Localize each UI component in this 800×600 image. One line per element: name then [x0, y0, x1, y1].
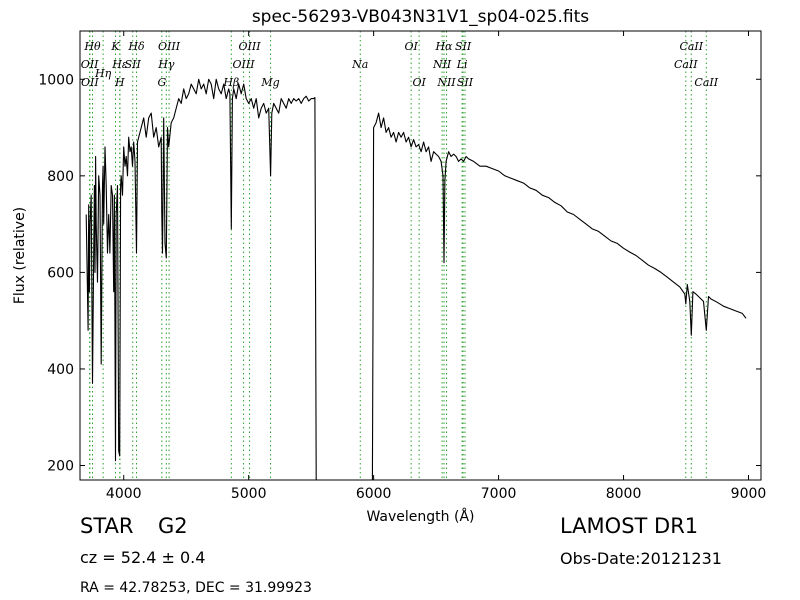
- spectral-line-label: Hβ: [222, 76, 239, 89]
- spectral-line-label: OIII: [239, 40, 262, 53]
- spectral-line-label: Hδ: [127, 40, 145, 53]
- spectral-line-label: NII: [436, 76, 456, 89]
- x-axis-label: Wavelength (Å): [366, 508, 474, 525]
- y-axis-label: Flux (relative): [12, 207, 28, 304]
- spectral-line-label: Hγ: [157, 58, 175, 71]
- subclass: G2: [158, 514, 188, 538]
- y-tick-label: 400: [47, 362, 74, 378]
- spectral-line-label: Na: [351, 58, 368, 71]
- spectral-line-label: SII: [457, 76, 474, 89]
- x-tick-label: 7000: [481, 486, 517, 502]
- survey-name: LAMOST DR1: [560, 514, 699, 538]
- spectral-line-label: CaII: [679, 40, 703, 53]
- spectral-line-label: OI: [412, 76, 426, 89]
- spectral-line-label: G: [157, 76, 166, 89]
- y-tick-label: 1000: [38, 72, 74, 88]
- spectral-line-label: H: [114, 76, 125, 89]
- spectrum-series-1: [85, 78, 317, 481]
- spectral-line-label: SII: [455, 40, 472, 53]
- spectral-line-label: OIII: [233, 58, 256, 71]
- plot-frame: [79, 30, 762, 481]
- spectral-line-label: OII: [81, 76, 99, 89]
- coordinates: RA = 42.78253, DEC = 31.99923: [80, 580, 312, 596]
- observation-date: Obs-Date:20121231: [560, 549, 722, 568]
- y-tick-label: 200: [47, 459, 74, 475]
- y-tick-label: 600: [47, 265, 74, 281]
- spectral-line-label: Hη: [94, 67, 112, 80]
- spectral-line-label: NII: [432, 58, 452, 71]
- y-tick-label: 800: [47, 169, 74, 185]
- spectral-line-label: OIII: [158, 40, 181, 53]
- spectral-line-label: Hθ: [83, 40, 101, 53]
- spectrum-series-2: [371, 112, 747, 481]
- spectral-line-label: SII: [125, 58, 142, 71]
- spectral-line-label: Hα: [434, 40, 453, 53]
- spectral-line-label: Li: [456, 58, 468, 71]
- x-tick-label: 9000: [731, 486, 767, 502]
- chart-title: spec-56293-VB043N31V1_sp04-025.fits: [252, 7, 589, 27]
- spectral-line-label: Hε: [111, 58, 128, 71]
- x-tick-label: 6000: [356, 486, 392, 502]
- spectral-line-label: Mg: [260, 76, 279, 89]
- redshift-value: cz = 52.4 ± 0.4: [80, 548, 206, 567]
- spectral-line-label: CaII: [694, 76, 718, 89]
- spectral-line-label: OII: [81, 58, 99, 71]
- spectral-line-label: K: [110, 40, 120, 53]
- object-class: STAR: [80, 514, 134, 538]
- x-tick-label: 4000: [106, 486, 142, 502]
- spectral-line-label: OI: [404, 40, 418, 53]
- x-tick-label: 8000: [606, 486, 642, 502]
- spectral-line-label: CaII: [674, 58, 698, 71]
- x-tick-label: 5000: [231, 486, 267, 502]
